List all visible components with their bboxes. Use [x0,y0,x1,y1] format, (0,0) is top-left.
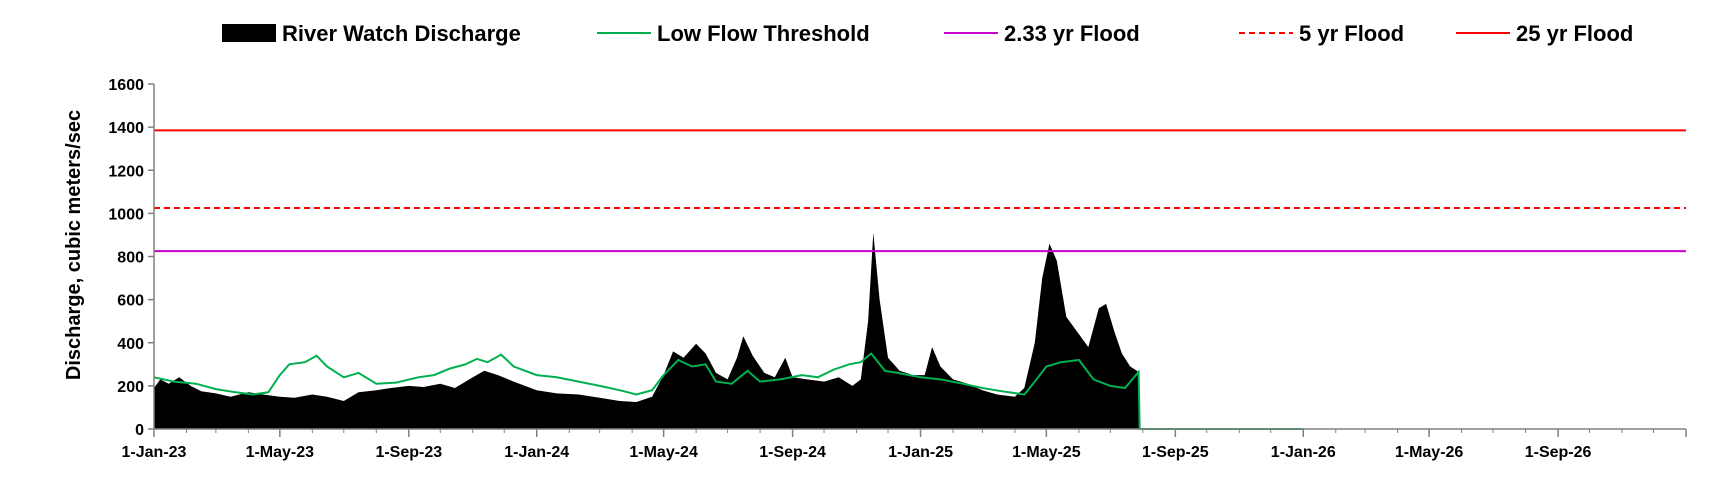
y-tick-label: 200 [117,379,144,396]
legend-swatch [222,24,276,42]
legend-label: 5 yr Flood [1299,21,1404,46]
legend-item-0: River Watch Discharge [222,21,521,46]
discharge-area-layer [154,232,1140,429]
legend-item-1: Low Flow Threshold [597,21,870,46]
y-tick-label: 600 [117,293,144,310]
x-tick-label: 1-May-23 [246,444,315,461]
series-river-watch-discharge [154,232,1140,429]
threshold-lines [154,129,1686,253]
y-tick-label: 800 [117,250,144,267]
x-tick-label: 1-Jan-26 [1271,444,1336,461]
legend-item-3: 5 yr Flood [1239,21,1404,46]
x-tick-label: 1-May-26 [1395,444,1464,461]
x-tick-label: 1-May-24 [629,444,698,461]
axes: 0 200 400 600 800 1000 1200 1400 1600 1-Jan-23 1-M… [108,77,1687,461]
legend-label: 2.33 yr Flood [1004,21,1140,46]
y-tick-label: 400 [117,336,144,353]
legend-label: River Watch Discharge [282,21,521,46]
y-axis-title: Discharge, cubic meters/sec [63,110,85,380]
x-tick-label: 1-May-25 [1012,444,1081,461]
x-tick-label: 1-Sep-23 [375,444,442,461]
legend: River Watch Discharge Low Flow Threshold 2… [222,21,1633,46]
y-tick-label: 1400 [108,120,144,137]
legend-item-2: 2.33 yr Flood [944,21,1140,46]
series-low-flow-threshold [153,352,1304,430]
x-tick-label: 1-Sep-24 [759,444,826,461]
x-tick-label: 1-Jan-23 [122,444,187,461]
legend-label: Low Flow Threshold [657,21,870,46]
x-tick-label: 1-Sep-26 [1525,444,1592,461]
legend-item-4: 25 yr Flood [1456,21,1633,46]
low-flow-line-layer [153,352,1304,430]
y-tick-label: 1600 [108,77,144,94]
x-tick-label: 1-Jan-24 [504,444,569,461]
y-tick-label: 1000 [108,206,144,223]
y-tick-label: 1200 [108,163,144,180]
x-tick-label: 1-Sep-25 [1142,444,1209,461]
x-tick-label: 1-Jan-25 [888,444,953,461]
legend-label: 25 yr Flood [1516,21,1633,46]
y-tick-label: 0 [135,422,144,439]
